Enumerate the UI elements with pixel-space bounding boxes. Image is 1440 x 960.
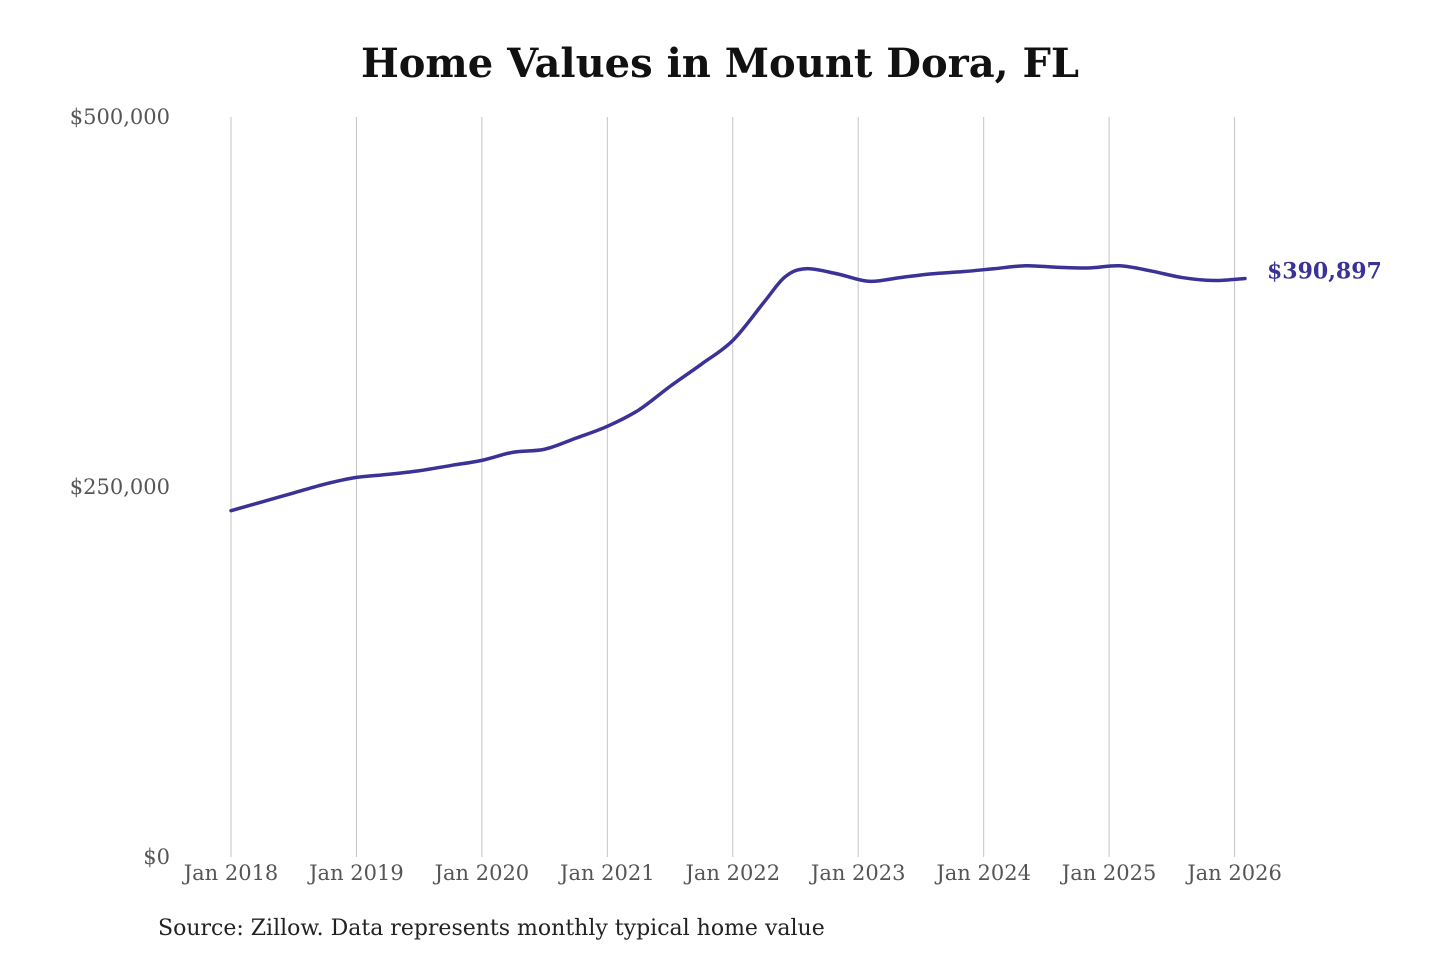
- x-axis: Jan 2018 Jan 2019 Jan 2020 Jan 2021 Jan 2022…: [182, 861, 1282, 885]
- x-tick-label: Jan 2023: [809, 861, 906, 885]
- x-tick-label: Jan 2026: [1185, 861, 1282, 885]
- grid-lines: [230, 117, 1236, 857]
- series-layer: $390,897: [229, 258, 1382, 513]
- y-tick-label: $0: [143, 845, 170, 869]
- x-tick-label: Jan 2021: [558, 861, 655, 885]
- x-tick-label: Jan 2022: [683, 861, 780, 885]
- x-tick-label: Jan 2020: [433, 861, 530, 885]
- chart-title: Home Values in Mount Dora, FL: [360, 40, 1080, 87]
- x-tick-label: Jan 2019: [307, 861, 404, 885]
- x-tick-label: Jan 2025: [1060, 861, 1157, 885]
- series-end-value-label: $390,897: [1267, 258, 1382, 284]
- series-line: [229, 263, 1247, 513]
- y-axis: $0 $250,000 $500,000: [70, 105, 170, 869]
- x-tick-label: Jan 2024: [934, 861, 1031, 885]
- y-tick-label: $250,000: [70, 475, 170, 499]
- x-tick-label: Jan 2018: [182, 861, 279, 885]
- source-note: Source: Zillow. Data represents monthly …: [158, 916, 825, 941]
- y-tick-label: $500,000: [70, 105, 170, 129]
